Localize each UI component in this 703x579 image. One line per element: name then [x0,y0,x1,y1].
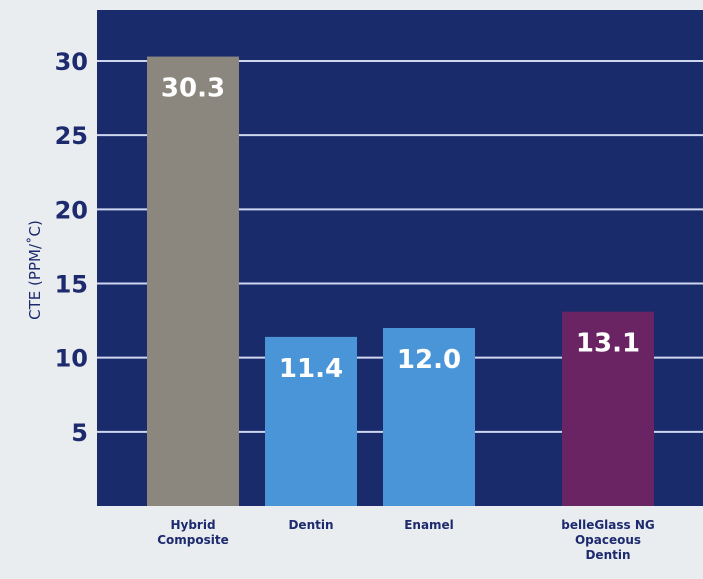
y-axis-label: CTE (PPM/˚C) [26,220,44,320]
y-tick-label: 30 [55,48,88,76]
bar-2 [383,328,475,506]
data-label-0: 30.3 [161,74,225,104]
y-tick-label: 20 [55,196,88,224]
y-tick-label: 15 [55,271,88,299]
y-tick-label: 10 [55,345,88,373]
x-category-label: Composite [157,533,229,547]
data-label-3: 13.1 [576,329,640,359]
x-category-label: Dentin [288,518,333,532]
bar-1 [265,336,357,506]
x-category-label: Dentin [585,548,630,562]
y-tick-label: 5 [71,419,88,447]
x-category-label: Hybrid [170,518,215,532]
x-category-label: belleGlass NG [561,518,655,532]
y-tick-label: 25 [55,122,88,150]
x-category-label: Enamel [404,518,454,532]
x-category-label: Opaceous [575,533,641,547]
y-axis-ticks: 5 10 15 20 25 30 [55,48,88,447]
bar-0 [147,56,239,507]
data-label-1: 11.4 [279,354,343,384]
bar-3 [562,311,654,506]
bars: 30.3 11.4 12.0 13.1 [147,56,654,507]
data-label-2: 12.0 [397,345,461,375]
